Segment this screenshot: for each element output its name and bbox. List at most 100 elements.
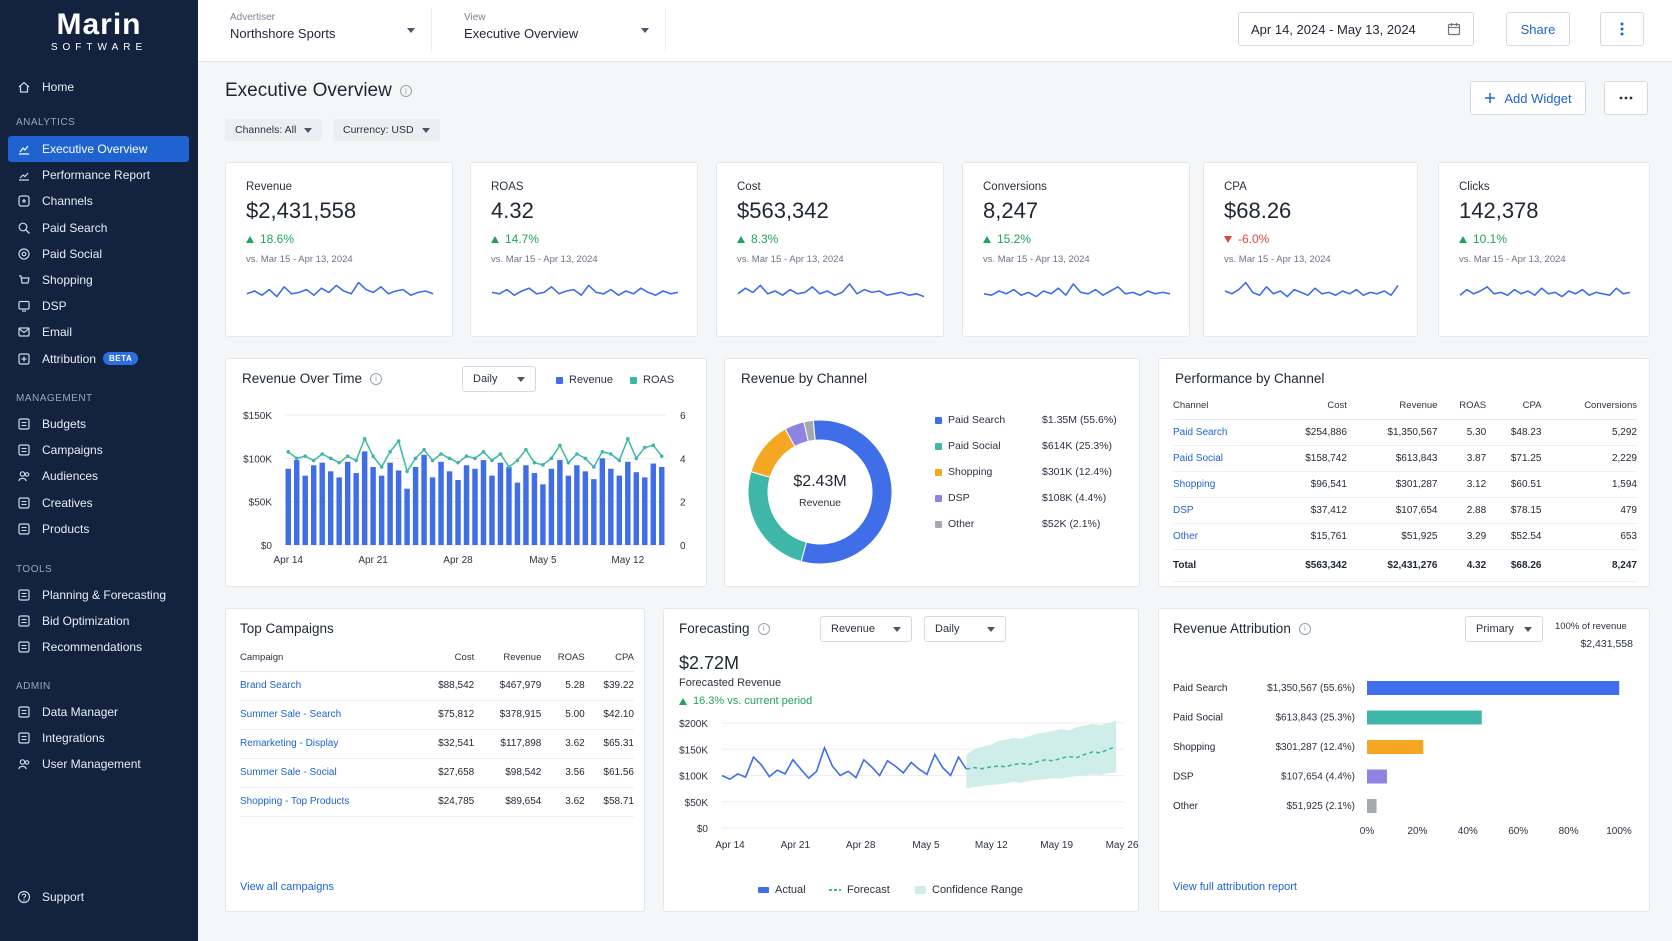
sidebar-item-audiences[interactable]: Audiences [8, 463, 189, 489]
attribution-bar[interactable] [1367, 740, 1424, 754]
kpi-card-cost[interactable]: Cost $563,342 8.3% vs. Mar 15 - Apr 13, 202… [716, 162, 944, 337]
column-header: ROAS [1437, 393, 1487, 420]
table-cell: 3.87 [1437, 445, 1487, 472]
channel-link[interactable]: Paid Search [1173, 426, 1228, 438]
channel-link[interactable]: Paid Social [1173, 452, 1224, 464]
channel-link[interactable]: Other [1173, 530, 1199, 542]
sidebar-item-products[interactable]: Products [8, 516, 189, 542]
revenue-over-time-chart: $0 $50K $100K $150K 0 2 4 6 Apr 14 Apr 21 Apr 28 Ma… [243, 411, 686, 566]
page-more-button[interactable] [1604, 81, 1648, 115]
table-cell: $15,761 [1271, 523, 1347, 550]
view-all-campaigns-link[interactable]: View all campaigns [240, 881, 334, 893]
column-header: Campaign [240, 645, 417, 672]
kpi-delta-value: -6.0% [1238, 232, 1270, 246]
add-widget-button[interactable]: Add Widget [1470, 81, 1586, 115]
campaign-link[interactable]: Summer Sale - Social [240, 767, 337, 778]
sidebar-item-performance-report[interactable]: Performance Report [8, 162, 189, 188]
view-selector[interactable]: View Executive Overview [450, 8, 666, 52]
info-icon[interactable]: i [399, 85, 412, 97]
kpi-value: 8,247 [983, 198, 1039, 223]
sidebar-item-campaigns[interactable]: Campaigns [8, 437, 189, 463]
attribution-bar[interactable] [1367, 769, 1387, 784]
date-range-picker[interactable]: Apr 14, 2024 - May 13, 2024 [1238, 12, 1474, 46]
channel-link[interactable]: DSP [1173, 504, 1194, 516]
donut-legend-item[interactable]: Paid Search $1.35M (55.6%) [935, 414, 1125, 426]
kpi-card-revenue[interactable]: Revenue $2,431,558 18.6% vs. Mar 15 - Apr 1… [225, 162, 453, 337]
donut-slice-paid-search[interactable] [800, 419, 893, 565]
advertiser-selector[interactable]: Advertiser Northshore Sports [216, 8, 432, 52]
sidebar-item-budgets[interactable]: Budgets [8, 411, 189, 437]
more-options-button[interactable] [1600, 12, 1644, 46]
sidebar-item-bid-optimization[interactable]: Bid Optimization [8, 608, 189, 634]
sidebar-item-attribution[interactable]: Attribution BETA [8, 346, 189, 372]
kpi-card-cpa[interactable]: CPA $68.26 -6.0% vs. Mar 15 - Apr 13, 2024 [1203, 162, 1418, 337]
donut-legend-item[interactable]: Other $52K (2.1%) [935, 518, 1125, 530]
channel-link[interactable]: Shopping [1173, 478, 1216, 490]
sidebar-item-channels[interactable]: Channels [8, 188, 189, 214]
y-tick-label: $100K [679, 772, 708, 783]
forecast-metric-dropdown[interactable]: Revenue [820, 616, 912, 642]
total-row: Total $563,342 $2,431,276 4.32 $68.26 8,247 [1173, 549, 1637, 582]
roas-point [439, 452, 443, 456]
kpi-value: $2,431,558 [246, 198, 357, 223]
roas-point [490, 458, 494, 463]
marin-logo[interactable]: Marin SOFTWARE [0, 0, 198, 62]
sidebar-item-dsp[interactable]: DSP [8, 293, 189, 319]
donut-slice-other[interactable] [803, 419, 816, 442]
sidebar-item-user-management[interactable]: User Management [8, 751, 189, 777]
attribution-model-dropdown[interactable]: Primary [1465, 616, 1543, 642]
info-icon[interactable]: i [370, 372, 383, 385]
forecast-chart: $0 $50K $100K $150K $200K Apr 14 Apr 21 Apr 28 M… [679, 719, 1139, 851]
sidebar-item-creatives[interactable]: Creatives [8, 490, 189, 516]
kpi-card-conversions[interactable]: Conversions 8,247 15.2% vs. Mar 15 - Apr 13… [962, 162, 1190, 337]
sidebar-item-label: Recommendations [42, 640, 143, 655]
sidebar-item-paid-search[interactable]: Paid Search [8, 215, 189, 241]
attribution-bar[interactable] [1367, 799, 1377, 813]
page-title-text: Executive Overview [225, 80, 392, 101]
sidebar-item-integrations[interactable]: Integrations [8, 725, 189, 751]
campaign-link[interactable]: Summer Sale - Search [240, 709, 342, 720]
view-attribution-report-link[interactable]: View full attribution report [1173, 881, 1297, 893]
sidebar-item-shopping[interactable]: Shopping [8, 267, 189, 293]
sidebar-item-data-manager[interactable]: Data Manager [8, 699, 189, 725]
legend-actual: Actual [758, 884, 806, 896]
donut-legend-item[interactable]: Paid Social $614K (25.3%) [935, 440, 1125, 452]
forecast-granularity-dropdown[interactable]: Daily [924, 616, 1006, 642]
share-button[interactable]: Share [1506, 12, 1570, 46]
total-cell: $68.26 [1486, 549, 1542, 582]
donut-legend-item[interactable]: DSP $108K (4.4%) [935, 492, 1125, 504]
currency-filter[interactable]: Currency: USD [333, 119, 440, 141]
revenue-bar [531, 473, 538, 545]
campaign-link[interactable]: Remarketing - Display [240, 738, 339, 749]
sidebar-item-home[interactable]: Home [8, 74, 189, 100]
info-icon[interactable]: i [757, 622, 770, 635]
sidebar-item-recommendations[interactable]: Recommendations [8, 634, 189, 660]
revenue-bar [574, 465, 580, 545]
kpi-card-roas[interactable]: ROAS 4.32 14.7% vs. Mar 15 - Apr 13, 2024 [470, 162, 698, 337]
channels-filter[interactable]: Channels: All [225, 119, 323, 141]
sidebar-item-support[interactable]: Support [8, 884, 189, 910]
kpi-card-clicks[interactable]: Clicks 142,378 10.1% vs. Mar 15 - Apr 13, 2… [1438, 162, 1650, 337]
table-cell: $78.15 [1486, 497, 1542, 524]
info-icon[interactable]: i [1298, 622, 1311, 635]
sidebar-item-paid-social[interactable]: Paid Social [8, 241, 189, 267]
sidebar-item-executive-overview[interactable]: Executive Overview [8, 136, 189, 162]
granularity-dropdown[interactable]: Daily [462, 366, 536, 392]
roas-point [617, 458, 622, 463]
campaign-link[interactable]: Shopping - Top Products [240, 796, 350, 807]
roas-point [651, 443, 656, 448]
sidebar-item-planning-forecasting[interactable]: Planning & Forecasting [8, 582, 189, 608]
x-tick-label: 100% [1606, 826, 1632, 837]
revenue-bar [378, 475, 385, 545]
y-tick-label: $50K [249, 498, 273, 509]
attribution-bar[interactable] [1367, 681, 1620, 695]
sidebar-item-email[interactable]: Email [8, 319, 189, 345]
table-cell: $37,412 [1271, 497, 1347, 524]
forecast-delta-value: 16.3% [693, 695, 725, 707]
kpi-value: 142,378 [1459, 198, 1539, 223]
roas-point [294, 456, 299, 461]
donut-legend-item[interactable]: Shopping $301K (12.4%) [935, 466, 1125, 478]
campaign-link[interactable]: Brand Search [240, 680, 302, 691]
attribution-bar[interactable] [1367, 710, 1482, 725]
donut-slice-shopping[interactable] [750, 428, 796, 478]
